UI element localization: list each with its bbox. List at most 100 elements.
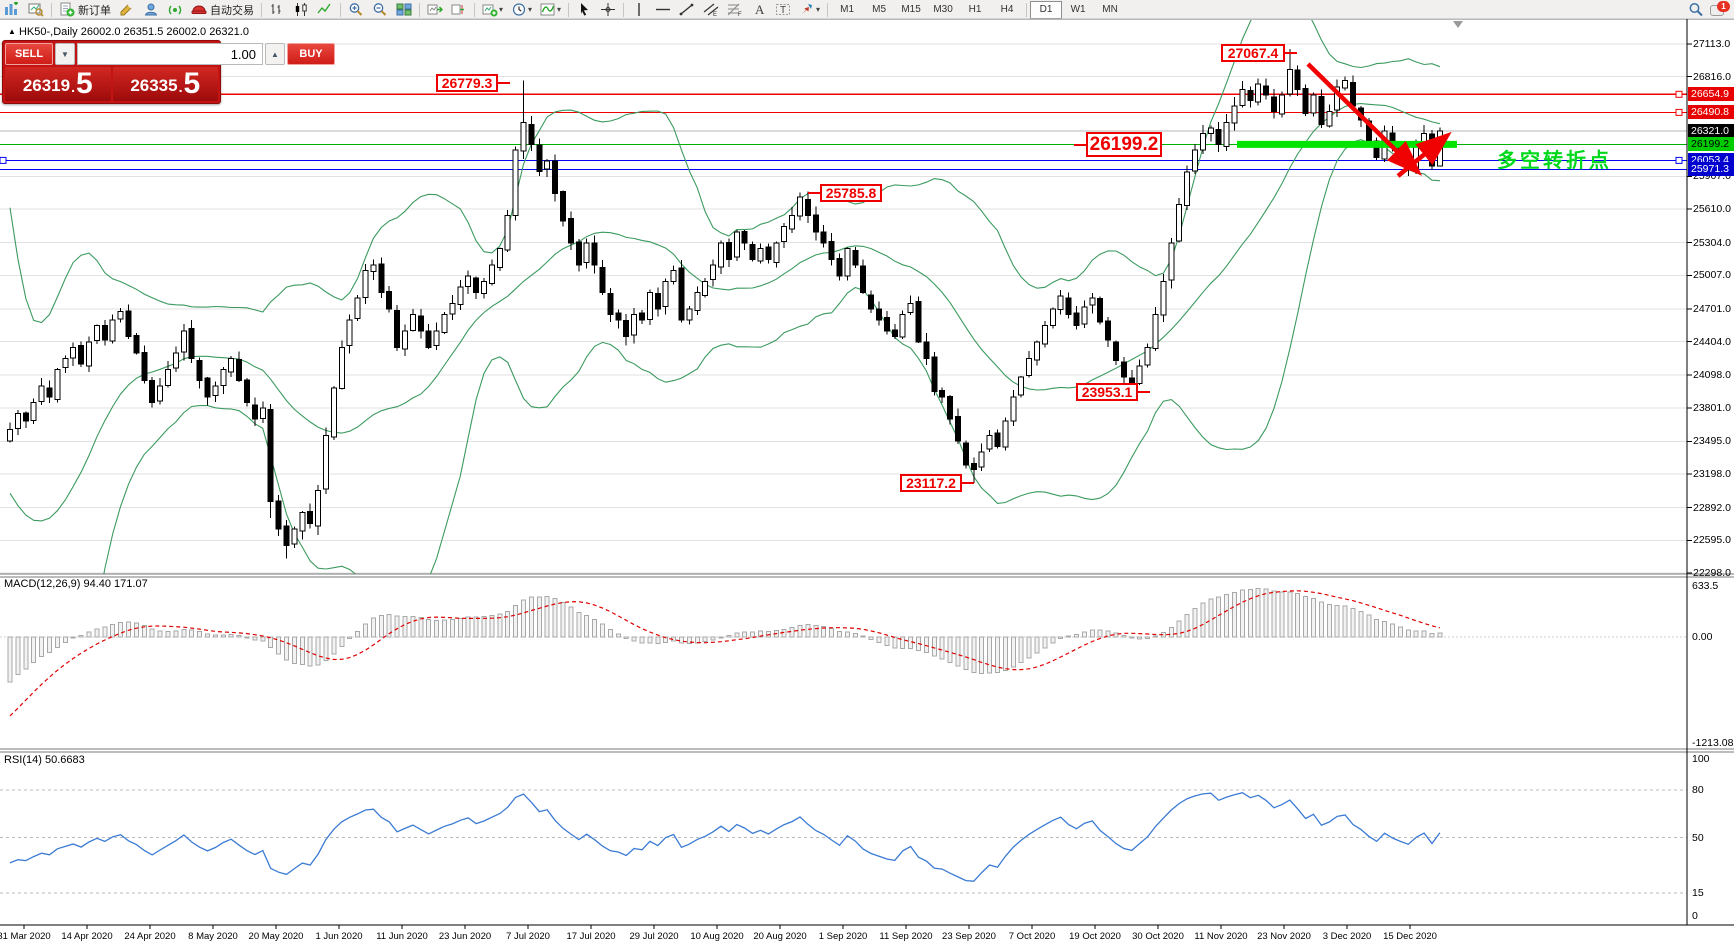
tile-windows-icon [396, 2, 412, 17]
signals-button[interactable] [163, 1, 187, 18]
bar-chart-button[interactable] [265, 1, 289, 18]
cursor-button[interactable] [572, 1, 596, 18]
profile-charts-button[interactable] [24, 1, 48, 18]
arrows-button[interactable]: ▾ [795, 1, 824, 18]
price-tick-label: 25610.0 [1693, 203, 1731, 216]
timeframe-m5-button[interactable]: M5 [872, 4, 887, 15]
indicators-button[interactable]: ▾ [536, 1, 565, 18]
date-tick-label: 23 Sep 2020 [942, 931, 996, 942]
date-tick-label: 19 Oct 2020 [1069, 931, 1121, 942]
price-annotation-26779.3[interactable]: 26779.3 [436, 74, 498, 92]
sell-button[interactable]: SELL [5, 43, 53, 65]
text-label-button[interactable]: T [771, 1, 795, 18]
svg-text:T: T [780, 5, 786, 16]
zoom-in-button[interactable] [344, 1, 368, 18]
auto-scroll-icon [427, 2, 443, 17]
line-chart-button[interactable] [313, 1, 337, 18]
chart-shift-icon [451, 2, 467, 17]
date-tick-label: 1 Sep 2020 [818, 931, 868, 942]
price-annotation-23953.1[interactable]: 23953.1 [1076, 383, 1138, 401]
auto-scroll-button[interactable] [423, 1, 447, 18]
macd-scale-label: 633.5 [1692, 580, 1719, 592]
clock-caret-icon: ▾ [528, 5, 533, 14]
fibonacci-button[interactable]: F [723, 1, 747, 18]
timeframe-w1-button[interactable]: W1 [1070, 4, 1086, 15]
channel-button[interactable]: E [699, 1, 723, 18]
trendline-button[interactable] [675, 1, 699, 18]
contacts-icon [143, 2, 159, 17]
timeframe-h1-button[interactable]: H1 [968, 4, 982, 15]
rsi-scale-label: 50 [1692, 832, 1704, 844]
horizontal-line-button[interactable] [651, 1, 675, 18]
price-tick-label: 23495.0 [1693, 435, 1731, 448]
clock-button[interactable]: ▾ [507, 1, 536, 18]
macd-scale-label: 0.00 [1692, 631, 1713, 643]
price-annotation-25785.8[interactable]: 25785.8 [820, 184, 882, 202]
tile-windows-button[interactable] [392, 1, 416, 18]
trendline-icon [679, 2, 695, 17]
timeframe-d1-button[interactable]: D1 [1030, 0, 1063, 19]
sell-price-int: 26319 [22, 76, 71, 95]
text-button[interactable]: A [747, 1, 771, 18]
price-badge-26654.9: 26654.9 [1688, 87, 1734, 102]
date-tick-label: 3 Dec 2020 [1322, 931, 1372, 942]
annotation-pointer [498, 82, 510, 84]
annotation-pointer [1285, 52, 1297, 54]
date-tick-label: 7 Jul 2020 [506, 931, 550, 942]
sell-price[interactable]: 26319 . 5 [5, 67, 111, 101]
new-chart-button[interactable] [0, 1, 24, 18]
price-tick-label: 27113.0 [1693, 38, 1731, 50]
search-icon[interactable] [1688, 2, 1704, 17]
timeframe-h4-button[interactable]: H4 [1000, 4, 1014, 15]
volume-input[interactable] [77, 43, 263, 65]
date-tick-label: 31 Mar 2020 [0, 931, 51, 942]
candle-chart-button[interactable] [289, 1, 313, 18]
trend-note-text[interactable]: 多空转折点 [1497, 150, 1612, 172]
macd-scale-label: -1213.08 [1692, 737, 1734, 749]
timeframe-mn-button[interactable]: MN [1102, 4, 1118, 15]
add-chart-button[interactable]: ▾ [478, 1, 507, 18]
zoom-out-button[interactable] [368, 1, 392, 18]
autotrading-button[interactable]: 自动交易 [187, 1, 258, 18]
volume-increase-button[interactable]: ▲ [265, 43, 285, 65]
date-tick-label: 20 May 2020 [248, 931, 304, 942]
profile-charts-icon [28, 2, 44, 17]
date-tick-label: 11 Nov 2020 [1194, 931, 1248, 942]
rsi-scale-label: 80 [1692, 784, 1704, 796]
price-annotation-27067.4[interactable]: 27067.4 [1221, 44, 1285, 62]
vertical-line-button[interactable] [627, 1, 651, 18]
line-chart-icon [317, 2, 333, 17]
price-tick-label: 25304.0 [1693, 236, 1731, 249]
price-annotation-23117.2[interactable]: 23117.2 [900, 474, 962, 492]
date-tick-label: 29 Jul 2020 [629, 931, 679, 942]
toolbar-separator [827, 2, 829, 17]
price-tick-label: 23801.0 [1693, 401, 1731, 414]
timeframe-m15-button[interactable]: M15 [901, 4, 921, 15]
date-tick-label: 17 Jul 2020 [566, 931, 616, 942]
timeframe-toolbar: M1 M5 M15 M30 H1 H4 D1 W1 MN [831, 0, 1126, 19]
price-annotation-26199.2[interactable]: 26199.2 [1086, 132, 1162, 157]
zoom-in-icon [348, 2, 364, 17]
date-tick-label: 11 Sep 2020 [879, 931, 933, 942]
timeframe-m1-button[interactable]: M1 [840, 4, 855, 15]
add-chart-icon [482, 2, 498, 17]
contacts-button[interactable] [139, 1, 163, 18]
annotation-pointer [1074, 143, 1086, 146]
price-tick-label: 22892.0 [1693, 501, 1731, 514]
new-order-button[interactable]: 新订单 [55, 1, 115, 18]
buy-price[interactable]: 26335 . 5 [112, 67, 218, 101]
buy-button[interactable]: BUY [287, 43, 335, 65]
crosshair-button[interactable] [596, 1, 620, 18]
notification-badge: 1 [1717, 0, 1730, 12]
fibonacci-icon: F [727, 2, 743, 17]
volume-decrease-button[interactable]: ▼ [55, 43, 75, 65]
date-tick-label: 23 Jun 2020 [438, 931, 492, 942]
timeframe-m30-button[interactable]: M30 [933, 4, 953, 15]
notifications-button[interactable]: 1 [1710, 0, 1730, 17]
crosshair-icon [600, 2, 616, 17]
buy-price-int: 26335 [130, 76, 178, 95]
date-tick-label: 1 Jun 2020 [315, 931, 363, 942]
expert-advisors-button[interactable] [115, 1, 139, 18]
chart-shift-button[interactable] [447, 1, 471, 18]
